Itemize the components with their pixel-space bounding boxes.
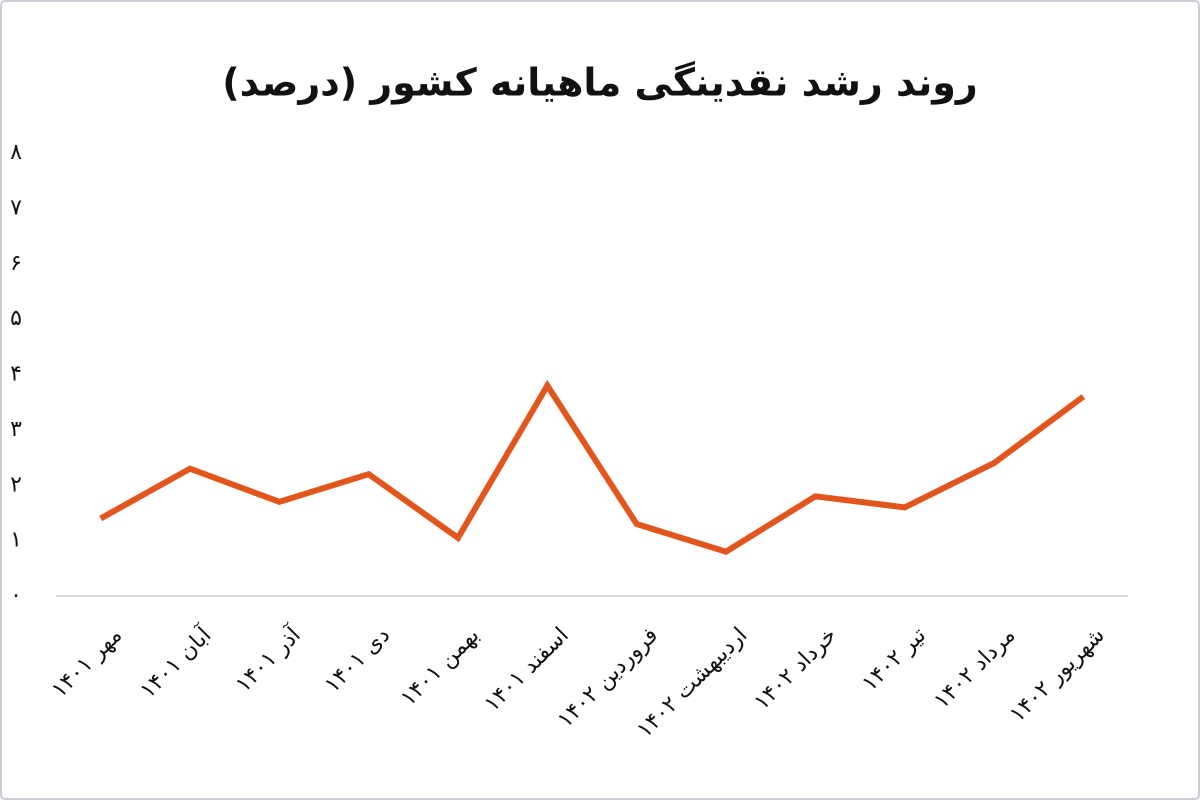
y-tick-label: ۰	[10, 583, 22, 608]
y-tick-label: ۷	[10, 195, 22, 220]
data-line	[99, 379, 1086, 555]
y-tick-label: ۵	[10, 306, 22, 331]
y-tick-label: ۶	[10, 251, 22, 276]
y-tick-label: ۸	[10, 140, 22, 165]
y-tick-label: ۱	[10, 528, 22, 553]
y-tick-label: ۴	[10, 362, 22, 387]
chart-title: روند رشد نقدینگی ماهیانه کشور (درصد)	[222, 61, 977, 106]
y-tick-label: ۲	[10, 472, 22, 497]
y-tick-label: ۳	[10, 417, 22, 442]
